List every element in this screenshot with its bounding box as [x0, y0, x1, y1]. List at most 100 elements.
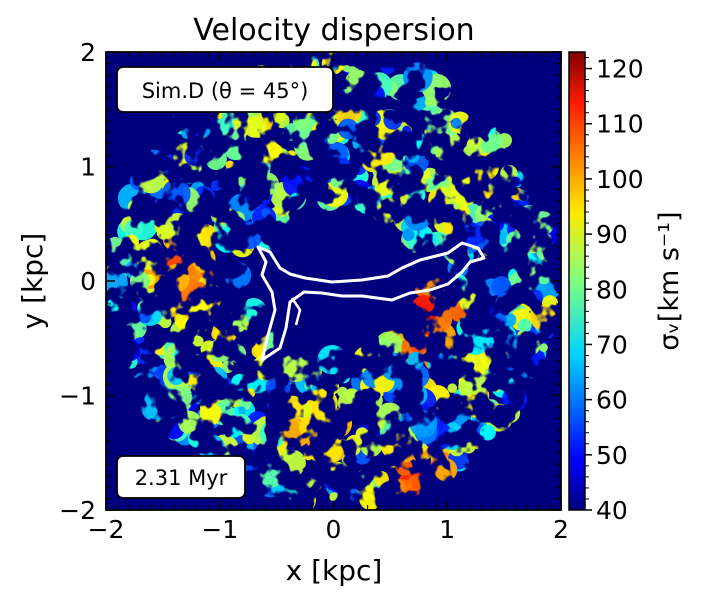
clump — [284, 485, 299, 500]
x-tick-label: 0 — [326, 515, 342, 544]
clump — [138, 310, 152, 324]
clump — [165, 302, 176, 313]
clump — [383, 110, 403, 130]
clump — [536, 241, 558, 262]
clump — [477, 394, 488, 405]
clump-layer — [106, 52, 561, 510]
clump — [447, 383, 458, 394]
clump — [380, 352, 409, 381]
clump — [173, 348, 187, 362]
sim-label: Sim.D (θ = 45°) — [142, 79, 309, 103]
clump — [319, 406, 335, 422]
clump — [507, 271, 535, 298]
clump — [124, 220, 143, 238]
colorbar-tick-label: 110 — [596, 110, 644, 139]
y-tick-label: −2 — [59, 496, 96, 525]
clump — [433, 171, 449, 187]
clump — [334, 98, 362, 126]
clump — [402, 228, 415, 241]
clump — [200, 340, 218, 358]
clump — [309, 365, 322, 378]
clump — [304, 381, 313, 390]
colorbar-ticks: 40 50 60 70 80 90 100 110 120 — [585, 55, 644, 525]
clump — [530, 304, 557, 331]
clump — [130, 372, 159, 401]
clump — [374, 145, 395, 166]
x-tick-label: 2 — [553, 515, 569, 544]
clump — [220, 129, 247, 156]
clump — [395, 458, 413, 476]
clump — [199, 402, 222, 426]
clump — [159, 315, 172, 329]
clump — [106, 268, 128, 298]
clump — [479, 424, 496, 441]
clump — [491, 312, 507, 329]
clump — [221, 360, 235, 374]
clump — [497, 243, 518, 264]
clump — [405, 130, 426, 152]
clump — [364, 391, 383, 410]
clump — [457, 205, 470, 218]
colorbar — [568, 51, 586, 511]
clump — [161, 264, 190, 293]
clump — [410, 295, 439, 323]
clump — [230, 396, 241, 408]
clump — [227, 343, 246, 363]
clump — [454, 409, 472, 427]
time-label-box: 2.31 Myr — [116, 455, 246, 499]
clump — [519, 334, 541, 356]
y-tick-label: −1 — [59, 382, 96, 411]
clump — [317, 136, 328, 147]
clump — [461, 439, 476, 454]
clump — [199, 136, 214, 150]
clump — [123, 234, 139, 250]
clump — [337, 52, 363, 73]
clump — [407, 351, 424, 369]
clump — [366, 85, 385, 105]
x-tick-label: 1 — [439, 515, 455, 544]
clump — [256, 172, 279, 196]
clump — [434, 458, 458, 482]
clump — [187, 244, 216, 273]
y-tick-label: 1 — [80, 153, 96, 182]
white-contour-inner — [290, 297, 302, 326]
clump — [542, 233, 552, 243]
clump — [322, 378, 340, 396]
clump — [259, 463, 284, 488]
colorbar-tick-label: 100 — [596, 165, 644, 194]
clump — [378, 197, 398, 217]
clump — [450, 117, 462, 129]
y-tick-label: 2 — [80, 38, 96, 67]
clump — [171, 110, 195, 135]
clump — [167, 367, 186, 385]
colorbar-label: σᵥ[km s⁻¹] — [654, 211, 685, 350]
clump — [147, 362, 158, 373]
clump — [134, 239, 165, 270]
clump — [405, 364, 430, 389]
clump — [180, 170, 195, 185]
clump — [330, 61, 340, 71]
clump — [190, 354, 205, 368]
colorbar-tick-label: 40 — [596, 496, 628, 525]
clump — [492, 202, 506, 216]
clump — [517, 318, 532, 333]
clump — [184, 146, 204, 166]
clump — [289, 192, 304, 207]
clump — [227, 312, 248, 333]
colorbar-tick-label: 70 — [596, 330, 628, 359]
clump — [391, 188, 409, 206]
clump — [156, 224, 172, 240]
clump — [352, 134, 370, 152]
clump — [192, 282, 207, 296]
x-axis-label: x [kpc] — [286, 554, 383, 587]
clump — [118, 324, 131, 338]
clump — [200, 229, 218, 247]
clump — [353, 57, 363, 67]
clump — [428, 131, 447, 150]
clump — [237, 406, 246, 415]
clump — [471, 153, 500, 181]
clump — [483, 408, 496, 421]
clump — [330, 461, 345, 477]
clump — [263, 330, 292, 359]
